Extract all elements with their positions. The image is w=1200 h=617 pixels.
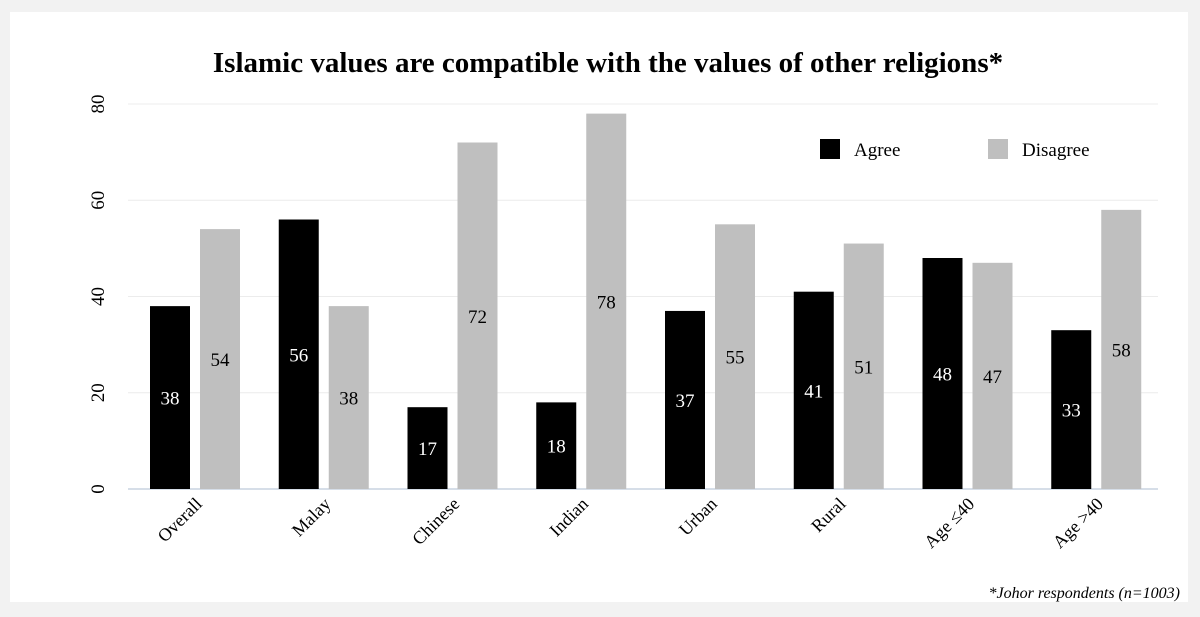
value-label: 38 <box>339 389 358 410</box>
bar-disagree <box>1101 209 1142 489</box>
value-labels: 38 54 56 38 17 72 18 78 37 55 41 51 48 47 33 58 <box>161 292 1131 460</box>
y-tick-label: 80 <box>88 95 109 114</box>
value-label: 47 <box>983 367 1002 388</box>
value-label: 17 <box>418 439 437 460</box>
value-label: 41 <box>804 381 823 402</box>
bar-agree <box>278 219 319 489</box>
y-axis-ticks: 0 20 40 60 80 <box>88 95 109 494</box>
y-tick-label: 60 <box>88 191 109 210</box>
value-label: 54 <box>211 350 231 371</box>
bar-disagree <box>328 306 369 489</box>
bar-agree <box>665 310 705 489</box>
legend: Agree Disagree <box>820 139 1090 161</box>
y-tick-label: 0 <box>88 484 109 494</box>
bar-agree <box>536 402 577 489</box>
bar-disagree <box>457 142 498 489</box>
bar-disagree <box>972 262 1013 489</box>
legend-label: Disagree <box>1022 140 1090 161</box>
value-label: 37 <box>676 391 695 412</box>
bar-agree <box>150 306 190 489</box>
y-tick-label: 40 <box>88 287 109 306</box>
value-label: 48 <box>933 365 952 386</box>
bar-agree <box>793 291 834 489</box>
bar-agree <box>922 258 963 489</box>
y-tick-label: 20 <box>88 383 109 402</box>
legend-label: Agree <box>854 140 900 161</box>
value-label: 56 <box>289 345 308 366</box>
bar-agree <box>1051 330 1092 489</box>
chart-title: Islamic values are compatible with the v… <box>213 47 1003 79</box>
value-label: 33 <box>1062 401 1081 422</box>
bar-disagree <box>200 229 240 489</box>
bars <box>150 113 1142 489</box>
bar-disagree <box>843 243 884 489</box>
value-label: 55 <box>726 348 745 369</box>
footnote: *Johor respondents (n=1003) <box>988 585 1180 602</box>
value-label: 72 <box>468 307 487 328</box>
value-label: 78 <box>597 292 616 313</box>
bar-disagree <box>715 224 755 489</box>
legend-swatch-agree <box>820 139 840 159</box>
bar-agree <box>407 407 448 489</box>
value-label: 51 <box>854 357 873 378</box>
value-label: 18 <box>547 437 566 458</box>
value-label: 58 <box>1112 340 1131 361</box>
legend-swatch-disagree <box>988 139 1008 159</box>
bar-disagree <box>586 113 627 489</box>
value-label: 38 <box>161 389 180 410</box>
